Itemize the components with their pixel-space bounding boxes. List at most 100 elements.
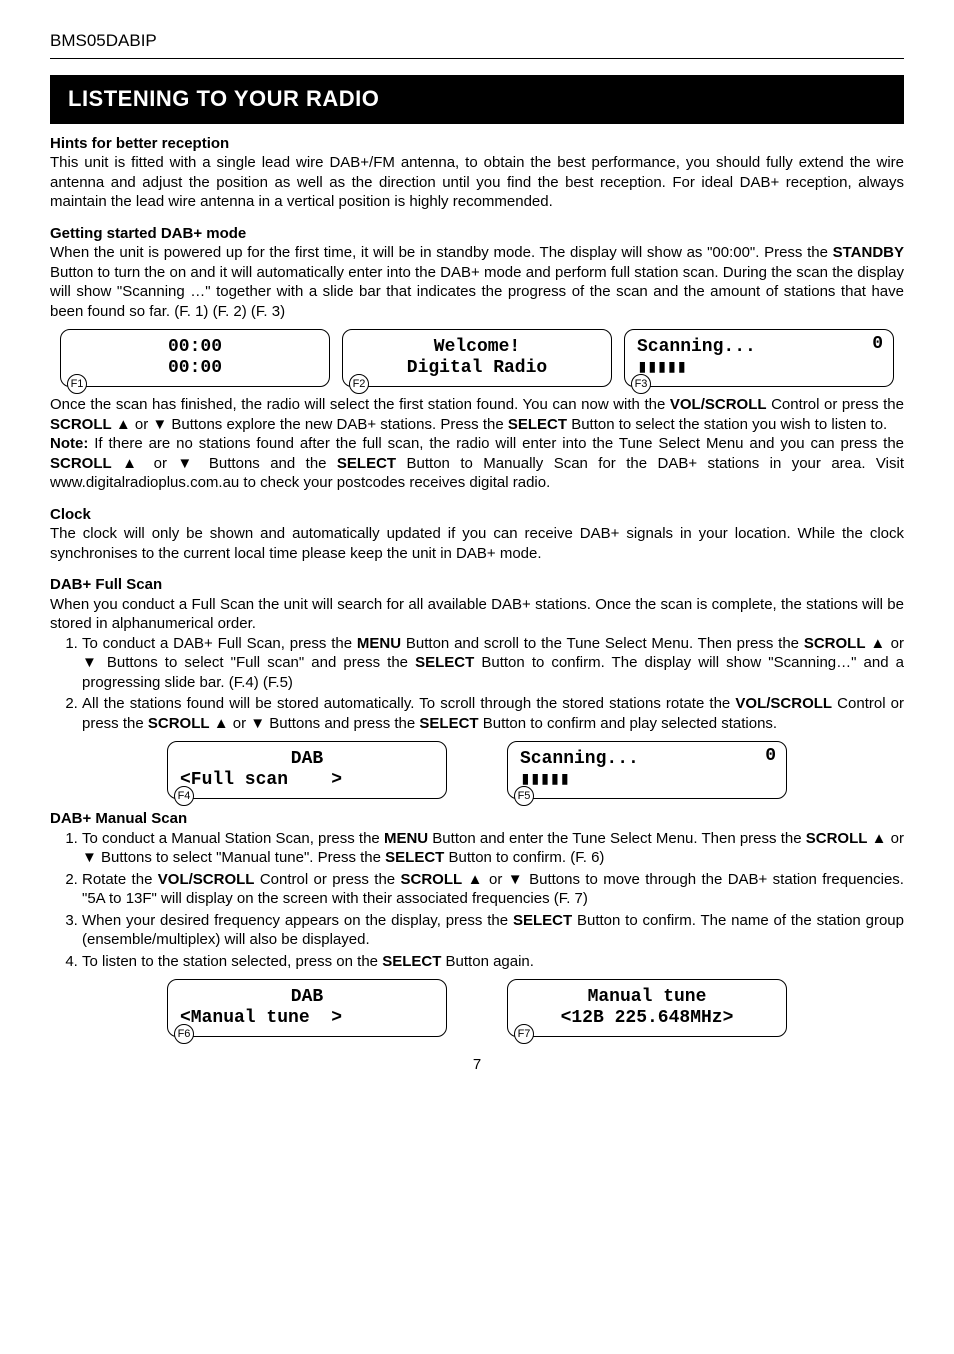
bold: SCROLL <box>806 830 868 847</box>
lcd-line: <Full scan > <box>180 770 434 792</box>
up-icon <box>122 455 143 472</box>
count: 0 <box>872 334 883 356</box>
bold: MENU <box>357 635 401 652</box>
down-icon <box>82 654 100 671</box>
text: To conduct a DAB+ Full Scan, press the <box>82 635 357 652</box>
getting-started-body: When the unit is powered up for the firs… <box>50 243 904 321</box>
bold: MENU <box>384 830 428 847</box>
lcd-f2: F2 Welcome! Digital Radio <box>342 329 612 387</box>
bold: SELECT <box>415 654 474 671</box>
lcd-label: F1 <box>67 374 87 394</box>
fullscan-list: To conduct a DAB+ Full Scan, press the M… <box>50 634 904 734</box>
page-number: 7 <box>50 1055 904 1075</box>
up-icon <box>468 871 484 888</box>
fullscan-intro: When you conduct a Full Scan the unit wi… <box>50 595 904 634</box>
lcd-line: DAB <box>180 749 434 771</box>
lcd-f6: F6 DAB <Manual tune > <box>167 979 447 1037</box>
lcd-f7: F7 Manual tune <12B 225.648MHz> <box>507 979 787 1037</box>
lcd-row-2: F4 DAB <Full scan > F5 Scanning...0 ▮▮▮▮… <box>50 741 904 799</box>
manualscan-title: DAB+ Manual Scan <box>50 809 904 829</box>
page: BMS05DABIP LISTENING TO YOUR RADIO Hints… <box>0 0 954 1105</box>
text: Buttons to select "Manual tune". Press t… <box>97 849 385 866</box>
text: Button to confirm and play selected stat… <box>479 715 778 732</box>
text: To conduct a Manual Station Scan, press … <box>82 830 384 847</box>
bold: SELECT <box>337 455 396 472</box>
bold: SELECT <box>419 715 478 732</box>
note-label: Note: <box>50 435 88 452</box>
bold: VOL/SCROLL <box>158 871 255 888</box>
bold: SCROLL <box>804 635 866 652</box>
text: Once the scan has finished, the radio wi… <box>50 396 670 413</box>
text: Buttons and the <box>199 455 337 472</box>
list-item: To listen to the station selected, press… <box>82 952 904 972</box>
clock-title: Clock <box>50 505 904 525</box>
up-icon <box>214 715 229 732</box>
bold: SELECT <box>385 849 444 866</box>
lcd-line: <12B 225.648MHz> <box>520 1008 774 1030</box>
text: Control or press the <box>254 871 400 888</box>
text: All the stations found will be stored au… <box>82 695 735 712</box>
after-f3-note: Note: If there are no stations found aft… <box>50 434 904 493</box>
up-icon <box>116 416 131 433</box>
text: Scanning... <box>637 337 756 357</box>
bold: SELECT <box>513 912 572 929</box>
progress-bars: ▮▮▮▮▮ <box>520 770 774 792</box>
text: Control or press the <box>767 396 904 413</box>
text: Scanning... <box>520 749 639 769</box>
hints-title: Hints for better reception <box>50 134 904 154</box>
lcd-line: 00:00 <box>73 358 317 380</box>
lcd-label: F3 <box>631 374 651 394</box>
down-icon <box>177 455 198 472</box>
bold-standby: STANDBY <box>833 244 904 261</box>
list-item: All the stations found will be stored au… <box>82 694 904 733</box>
lcd-line: Welcome! <box>355 337 599 359</box>
lcd-f4: F4 DAB <Full scan > <box>167 741 447 799</box>
list-item: To conduct a DAB+ Full Scan, press the M… <box>82 634 904 693</box>
bold: SELECT <box>508 416 567 433</box>
bold: VOL/SCROLL <box>670 396 767 413</box>
lcd-f3: F3 Scanning...0 ▮▮▮▮▮ <box>624 329 894 387</box>
lcd-line: 00:00 <box>73 337 317 359</box>
after-f3-p1: Once the scan has finished, the radio wi… <box>50 395 904 434</box>
lcd-line: Digital Radio <box>355 358 599 380</box>
lcd-line: Manual tune <box>520 987 774 1009</box>
bold: SELECT <box>382 953 441 970</box>
text: Button again. <box>441 953 534 970</box>
text: Button to select the station you wish to… <box>567 416 887 433</box>
lcd-row-3: F6 DAB <Manual tune > F7 Manual tune <12… <box>50 979 904 1037</box>
lcd-label: F2 <box>349 374 369 394</box>
lcd-line: Scanning... 0 <box>637 337 881 359</box>
clock-body: The clock will only be shown and automat… <box>50 524 904 563</box>
bold: VOL/SCROLL <box>735 695 832 712</box>
lcd-line: DAB <box>180 987 434 1009</box>
up-icon <box>870 635 886 652</box>
text: Button and scroll to the Tune Select Men… <box>401 635 804 652</box>
bold: SCROLL <box>148 715 210 732</box>
list-item: To conduct a Manual Station Scan, press … <box>82 829 904 868</box>
lcd-f5: F5 Scanning...0 ▮▮▮▮▮ <box>507 741 787 799</box>
lcd-f1: F1 00:00 00:00 <box>60 329 330 387</box>
main-title-bar: LISTENING TO YOUR RADIO <box>50 75 904 124</box>
lcd-label: F7 <box>514 1024 534 1044</box>
text: Buttons to select "Full scan" and press … <box>100 654 415 671</box>
text: If there are no stations found after the… <box>88 435 904 452</box>
hints-body: This unit is fitted with a single lead w… <box>50 153 904 212</box>
text: When your desired frequency appears on t… <box>82 912 513 929</box>
text: Button to turn the on and it will automa… <box>50 264 904 320</box>
text: Buttons explore the new DAB+ stations. P… <box>167 416 508 433</box>
lcd-label: F6 <box>174 1024 194 1044</box>
bold: SCROLL <box>50 416 112 433</box>
down-icon <box>250 715 265 732</box>
progress-bars: ▮▮▮▮▮ <box>637 358 881 380</box>
text: To listen to the station selected, press… <box>82 953 382 970</box>
count: 0 <box>765 746 776 768</box>
text: Button and enter the Tune Select Menu. T… <box>428 830 806 847</box>
manualscan-list: To conduct a Manual Station Scan, press … <box>50 829 904 972</box>
bold: SCROLL <box>50 455 112 472</box>
lcd-line: Scanning... 0 <box>520 749 774 771</box>
lcd-row-1: F1 00:00 00:00 F2 Welcome! Digital Radio… <box>50 329 904 387</box>
bold: SCROLL <box>401 871 463 888</box>
down-icon <box>508 871 524 888</box>
document-header: BMS05DABIP <box>50 30 904 59</box>
list-item: When your desired frequency appears on t… <box>82 911 904 950</box>
